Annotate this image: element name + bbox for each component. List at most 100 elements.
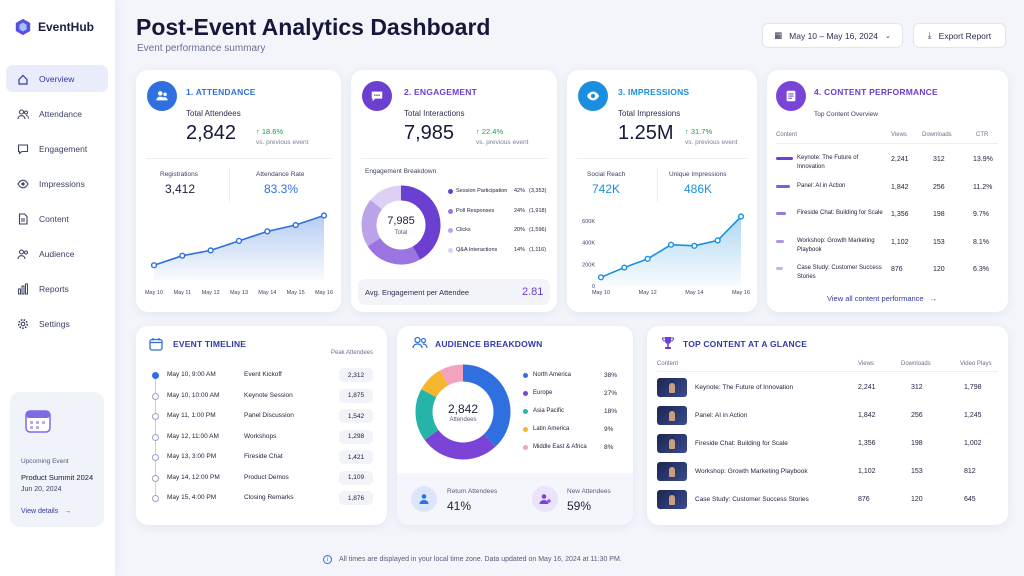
timeline-event[interactable]: Panel Discussion <box>244 412 294 419</box>
timeline-peak: 1,109 <box>339 470 373 485</box>
sidebar-item-settings[interactable]: Settings <box>6 310 108 337</box>
timeline-event[interactable]: Workshops <box>244 432 277 440</box>
engagement-slice[interactable] <box>370 185 402 210</box>
audience-slice[interactable] <box>415 389 439 440</box>
content-bar <box>776 157 793 160</box>
attendance-delta: ↑ 18.6% vs. previous event <box>256 127 309 146</box>
content-row-views: 2,241 <box>891 156 909 163</box>
legend-percent: 18% <box>604 408 618 415</box>
timeline-event[interactable]: Keynote Session <box>244 391 293 399</box>
divider <box>657 371 998 372</box>
app-logo[interactable]: EventHub <box>14 18 94 36</box>
top-content-name[interactable]: Panel: AI in Action <box>695 412 748 419</box>
top-content-title: TOP CONTENT AT A GLANCE <box>683 339 808 349</box>
y-tick-label: 0 <box>592 284 595 290</box>
chat-icon <box>17 143 29 155</box>
content-bar <box>776 212 787 215</box>
sidebar-item-label: Impressions <box>39 178 85 189</box>
chart-point[interactable] <box>644 255 651 262</box>
top-content-name[interactable]: Fireside Chat: Building for Scale <box>695 440 788 447</box>
content-row-name[interactable]: Panel: AI in Action <box>797 182 846 189</box>
return-attendees-value: 41% <box>447 499 472 513</box>
x-tick-label: May 14 <box>685 290 703 296</box>
new-attendees-value: 59% <box>567 499 592 513</box>
timeline-peak: 2,312 <box>339 368 373 382</box>
legend-label: Latin America <box>533 426 570 432</box>
timeline-event[interactable]: Closing Remarks <box>244 494 294 501</box>
chart-point[interactable] <box>235 237 243 244</box>
chart-point[interactable] <box>150 262 158 269</box>
engagement-total: 7,985 <box>404 122 455 144</box>
chart-point[interactable] <box>714 237 721 244</box>
sidebar-item-impressions[interactable]: Impressions <box>6 170 108 197</box>
audience-slice[interactable] <box>421 370 449 398</box>
chart-point[interactable] <box>292 221 299 229</box>
chat-icon <box>362 81 392 111</box>
content-row-name[interactable]: Keynote: The Future of Innovation <box>797 155 859 170</box>
engagement-slice[interactable] <box>361 199 383 247</box>
sidebar-item-overview[interactable]: Overview <box>6 65 108 92</box>
content-row-name[interactable]: Case Study: Customer Success Stories <box>797 265 882 280</box>
content-thumbnail[interactable] <box>657 462 687 481</box>
chart-point[interactable] <box>691 242 698 249</box>
timeline-event[interactable]: Product Demos <box>244 473 289 481</box>
audience-slice[interactable] <box>424 429 496 460</box>
sidebar-item-audience[interactable]: Audience <box>6 240 108 267</box>
date-range-picker[interactable]: ▦ May 10 – May 16, 2024 ⌄ <box>762 23 903 48</box>
content-thumbnail[interactable] <box>657 490 687 509</box>
sidebar-item-attendance[interactable]: Attendance <box>6 100 108 127</box>
top-content-name[interactable]: Keynote: The Future of Innovation <box>695 384 794 391</box>
engagement-slice[interactable] <box>400 185 441 260</box>
engagement-delta-note: vs. previous event <box>476 139 529 146</box>
attendance-chart: May 10 May 11 May 12 May 13 May 14 May 15 May … <box>145 212 333 296</box>
export-report-button[interactable]: ⤓ Export Report <box>913 23 1006 48</box>
divider <box>577 158 747 159</box>
chart-point[interactable] <box>621 264 628 271</box>
sidebar-item-reports[interactable]: Reports <box>6 275 108 302</box>
top-content-name[interactable]: Workshop: Growth Marketing Playbook <box>695 468 808 475</box>
sidebar-item-label: Attendance <box>39 108 83 119</box>
chart-point[interactable] <box>597 274 605 281</box>
content-performance-title: 4. CONTENT PERFORMANCE <box>814 87 938 97</box>
top-content-downloads: 312 <box>911 384 923 391</box>
timeline-peak: 1,298 <box>339 429 373 444</box>
download-icon: ⤓ <box>927 30 932 40</box>
view-all-content-link[interactable]: View all content performance → <box>827 294 937 303</box>
content-row-name[interactable]: Workshop: Growth Marketing Playbook <box>797 237 875 253</box>
sidebar-item-content[interactable]: Content <box>6 205 108 232</box>
timeline-event[interactable]: Event Kickoff <box>244 371 282 378</box>
content-thumbnail[interactable] <box>657 406 687 425</box>
x-tick-label: May 10 <box>592 290 610 296</box>
engagement-slice[interactable] <box>367 237 421 265</box>
view-details-link[interactable]: View details → <box>21 508 71 515</box>
chart-point[interactable] <box>737 213 745 220</box>
impressions-metric-label: Total Impressions <box>618 109 681 118</box>
chart-point[interactable] <box>320 212 328 219</box>
x-tick-label: May 11 <box>174 290 192 296</box>
legend-swatch <box>523 373 528 378</box>
engagement-donut <box>361 185 441 265</box>
timeline-event[interactable]: Fireside Chat <box>244 453 283 460</box>
upcoming-date: Jun 20, 2024 <box>21 486 62 493</box>
date-range-label: May 10 – May 16, 2024 <box>789 30 878 41</box>
content-thumbnail[interactable] <box>657 434 687 453</box>
timeline-time: May 12, 11:00 AM <box>167 432 219 440</box>
timeline-time: May 10, 10:00 AM <box>167 391 220 399</box>
chart-point[interactable] <box>179 252 186 259</box>
chart-point[interactable] <box>264 228 271 235</box>
audience-slice[interactable] <box>462 364 511 447</box>
chart-point[interactable] <box>207 247 214 254</box>
sidebar-item-label: Audience <box>39 248 75 259</box>
page-title: Post-Event Analytics Dashboard <box>136 14 491 40</box>
x-tick-label: May 10 <box>145 290 163 296</box>
eventhub-logo-icon <box>15 18 31 36</box>
audience-slice[interactable] <box>440 364 464 386</box>
legend-swatch <box>523 445 528 450</box>
content-thumbnail[interactable] <box>657 378 687 397</box>
content-row-name[interactable]: Fireside Chat: Building for Scale <box>797 210 883 216</box>
sidebar: EventHub Overview Attendance Engagement Imp… <box>0 0 115 576</box>
top-content-name[interactable]: Case Study: Customer Success Stories <box>695 496 809 503</box>
legend-percent: 42% <box>514 188 526 194</box>
sidebar-item-engagement[interactable]: Engagement <box>6 135 108 162</box>
chart-point[interactable] <box>667 241 675 248</box>
